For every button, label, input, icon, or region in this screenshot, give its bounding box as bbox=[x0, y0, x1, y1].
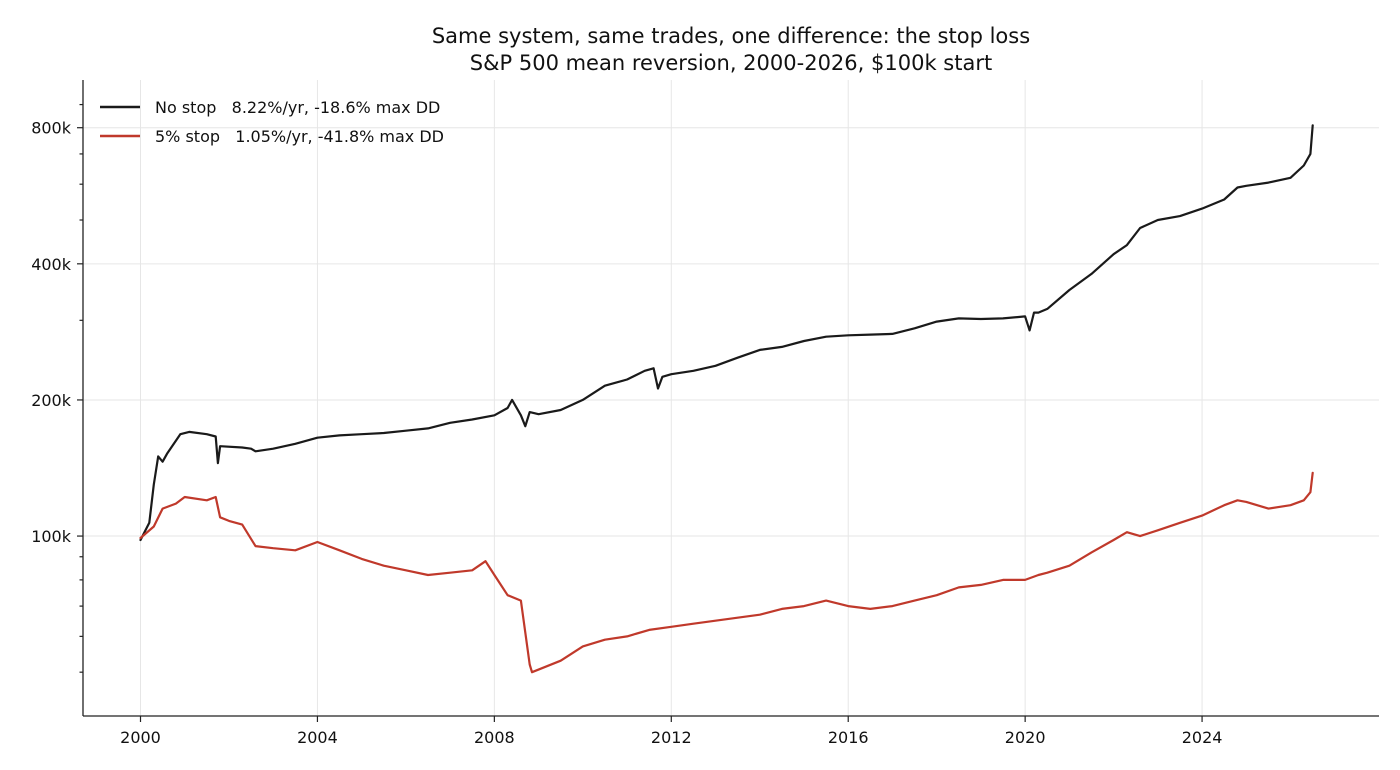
legend-label: No stop 8.22%/yr, -18.6% max DD bbox=[155, 98, 440, 117]
y-tick-label: 800k bbox=[31, 119, 72, 138]
x-tick-label: 2012 bbox=[651, 728, 692, 747]
x-tick-label: 2020 bbox=[1005, 728, 1046, 747]
legend-label: 5% stop 1.05%/yr, -41.8% max DD bbox=[155, 127, 444, 146]
y-tick-label: 100k bbox=[31, 527, 72, 546]
x-tick-label: 2008 bbox=[474, 728, 515, 747]
y-tick-label: 200k bbox=[31, 391, 72, 410]
axes: 2000 2004 2008 2012 2016 2020 2024 100k 200k 400k… bbox=[31, 80, 1379, 747]
series-line-five-pct-stop bbox=[139, 471, 1314, 674]
x-tick-label: 2000 bbox=[120, 728, 161, 747]
plot-area bbox=[139, 124, 1314, 674]
x-tick-label: 2016 bbox=[828, 728, 869, 747]
chart-title: Same system, same trades, one difference… bbox=[432, 24, 1030, 48]
chart-subtitle: S&P 500 mean reversion, 2000-2026, $100k… bbox=[470, 51, 992, 75]
y-tick-label: 400k bbox=[31, 255, 72, 274]
x-tick-label: 2024 bbox=[1182, 728, 1223, 747]
legend: No stop 8.22%/yr, -18.6% max DD 5% stop 1… bbox=[100, 98, 444, 146]
grid bbox=[83, 80, 1379, 716]
x-tick-label: 2004 bbox=[297, 728, 338, 747]
series-line-no-stop bbox=[139, 124, 1314, 542]
